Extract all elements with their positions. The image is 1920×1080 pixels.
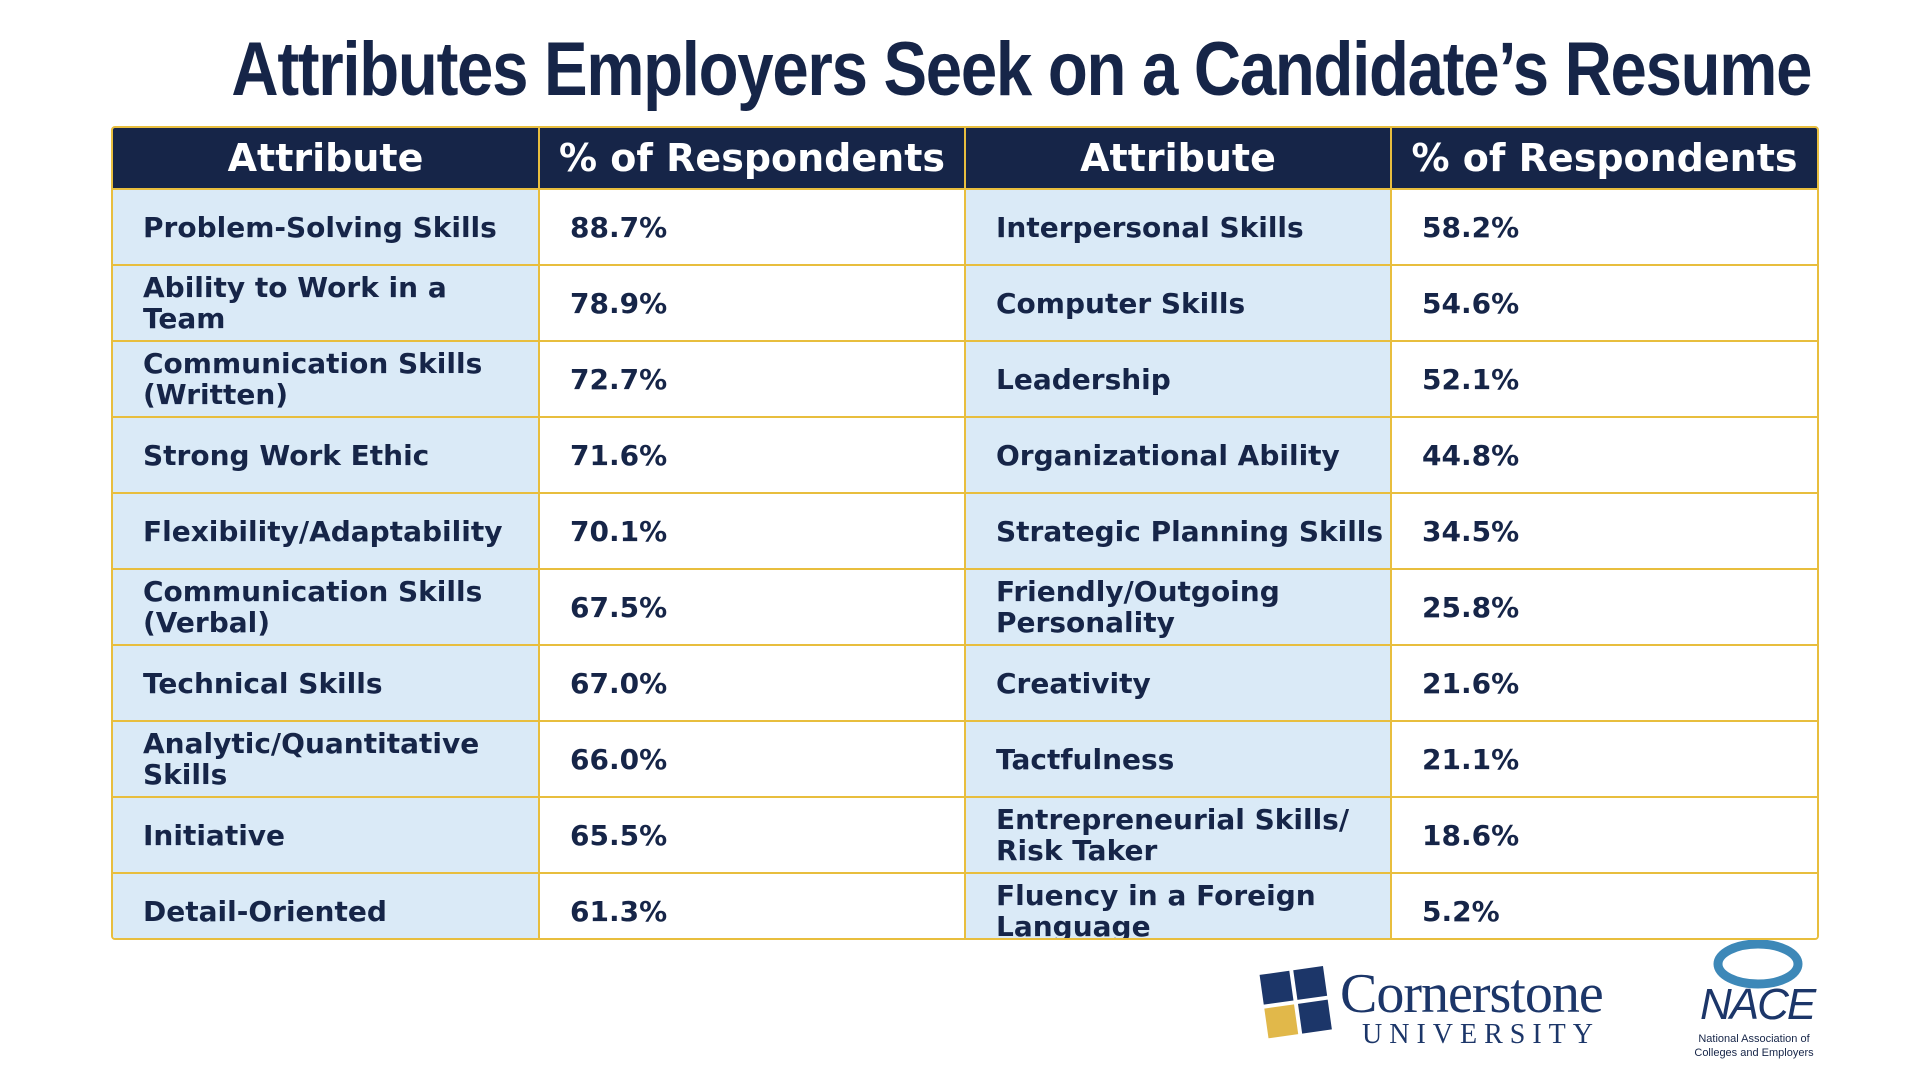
percent-cell: 54.6% (1391, 265, 1817, 342)
attribute-cell: Interpersonal Skills (965, 189, 1392, 266)
table-row: Communication Skills (Verbal) 67.5% Friend… (113, 569, 1817, 646)
nace-logo: NACE National Association of Colleges an… (1690, 940, 1818, 1070)
cornerstone-university-logo: Cornerstone UNIVERSITY (1258, 940, 1648, 1070)
percent-cell: 52.1% (1391, 341, 1817, 418)
column-header-percent: % of Respondents (1391, 128, 1817, 190)
percent-cell: 18.6% (1391, 797, 1817, 874)
table-row: Ability to Work in a Team 78.9% Computer S… (113, 265, 1817, 342)
attribute-cell: Organizational Ability (965, 417, 1392, 494)
attribute-cell: Detail-Oriented (113, 873, 540, 938)
cornerstone-logo-name: Cornerstone (1340, 963, 1604, 1025)
page-title: Attributes Employers Seek on a Candidate… (231, 27, 1812, 112)
percent-cell: 78.9% (539, 265, 966, 342)
attribute-cell: Leadership (965, 341, 1392, 418)
attribute-cell: Flexibility/Adaptability (113, 493, 540, 570)
attribute-cell: Creativity (965, 645, 1392, 722)
percent-cell: 65.5% (539, 797, 966, 874)
cornerstone-logo-subtitle: UNIVERSITY (1362, 1019, 1600, 1050)
attribute-cell: Fluency in a Foreign Language (965, 873, 1392, 938)
column-header-attribute: Attribute (965, 128, 1392, 190)
attribute-cell: Communication Skills (Verbal) (113, 569, 540, 646)
attribute-cell: Friendly/Outgoing Personality (965, 569, 1392, 646)
table-row: Technical Skills 67.0% Creativity 21.6% (113, 645, 1817, 722)
percent-cell: 34.5% (1391, 493, 1817, 570)
attribute-cell: Tactfulness (965, 721, 1392, 798)
column-header-attribute: Attribute (113, 128, 540, 190)
percent-cell: 70.1% (539, 493, 966, 570)
nace-logo-name: NACE (1700, 980, 1816, 1029)
table-row: Detail-Oriented 61.3% Fluency in a Foreign… (113, 873, 1817, 938)
percent-cell: 25.8% (1391, 569, 1817, 646)
percent-cell: 72.7% (539, 341, 966, 418)
percent-cell: 66.0% (539, 721, 966, 798)
attribute-cell: Communication Skills (Written) (113, 341, 540, 418)
attribute-cell: Problem-Solving Skills (113, 189, 540, 266)
table-header-row: Attribute % of Respondents Attribute % o… (113, 128, 1817, 190)
table-row: Strong Work Ethic 71.6% Organizational Abi… (113, 417, 1817, 494)
swirl-logo-icon (1713, 940, 1803, 989)
four-square-window-logo-icon (1259, 966, 1332, 1039)
column-header-percent: % of Respondents (539, 128, 966, 190)
table-row: Flexibility/Adaptability 70.1% Strategic P… (113, 493, 1817, 570)
table-row: Initiative 65.5% Entrepreneurial Skills/ R… (113, 797, 1817, 874)
percent-cell: 44.8% (1391, 417, 1817, 494)
attribute-cell: Strong Work Ethic (113, 417, 540, 494)
attribute-cell: Initiative (113, 797, 540, 874)
table-row: Communication Skills (Written) 72.7% Leade… (113, 341, 1817, 418)
attributes-table: Attribute % of Respondents Attribute % o… (111, 126, 1819, 940)
attribute-cell: Ability to Work in a Team (113, 265, 540, 342)
attributes-table-grid: Attribute % of Respondents Attribute % o… (113, 128, 1817, 938)
footer-logos: Cornerstone UNIVERSITY NACE National Ass… (1258, 940, 1818, 1070)
attribute-cell: Analytic/Quantitative Skills (113, 721, 540, 798)
percent-cell: 61.3% (539, 873, 966, 938)
table-row: Analytic/Quantitative Skills 66.0% Tactful… (113, 721, 1817, 798)
percent-cell: 88.7% (539, 189, 966, 266)
table-row: Problem-Solving Skills 88.7% Interpersonal… (113, 189, 1817, 266)
percent-cell: 5.2% (1391, 873, 1817, 938)
attribute-cell: Technical Skills (113, 645, 540, 722)
attribute-cell: Strategic Planning Skills (965, 493, 1392, 570)
attribute-cell: Entrepreneurial Skills/ Risk Taker (965, 797, 1392, 874)
attribute-cell: Computer Skills (965, 265, 1392, 342)
percent-cell: 21.6% (1391, 645, 1817, 722)
percent-cell: 71.6% (539, 417, 966, 494)
percent-cell: 21.1% (1391, 721, 1817, 798)
percent-cell: 58.2% (1391, 189, 1817, 266)
percent-cell: 67.5% (539, 569, 966, 646)
nace-logo-subtitle: National Association of Colleges and Emp… (1694, 1033, 1814, 1059)
percent-cell: 67.0% (539, 645, 966, 722)
